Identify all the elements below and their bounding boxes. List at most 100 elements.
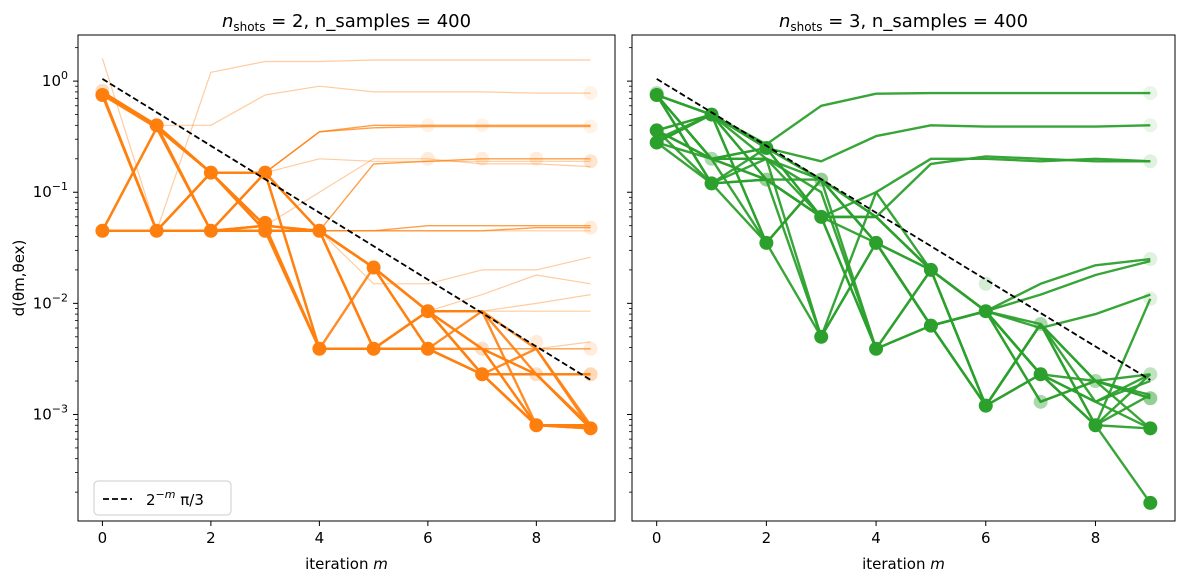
data-point-marker — [759, 172, 774, 187]
data-point-marker — [420, 151, 435, 166]
right-x-axis-label-var: m — [930, 555, 945, 573]
data-point-marker — [203, 165, 218, 180]
series-line — [101, 94, 591, 428]
data-point-marker — [149, 118, 164, 133]
x-tick-label: 0 — [98, 529, 108, 547]
data-point-marker — [420, 341, 435, 356]
right-chart-title: nshots = 3, n_samples = 400 — [779, 11, 1028, 34]
data-point-marker — [1033, 394, 1048, 409]
data-point-marker — [366, 341, 381, 356]
data-point-marker — [978, 398, 993, 413]
data-point-marker — [814, 209, 829, 224]
right-ticks-group: 0 2 4 6 8 — [627, 47, 1100, 547]
data-point-marker — [583, 367, 598, 382]
legend-label-base: 2 — [146, 491, 156, 509]
legend-box — [93, 480, 232, 516]
data-point-marker — [759, 235, 774, 250]
data-point-marker — [704, 107, 719, 122]
left-axes-frame — [77, 34, 616, 522]
data-point-marker — [869, 341, 884, 356]
data-point-marker — [258, 215, 273, 230]
y-tick-label: 10−3 — [33, 402, 68, 423]
data-point-marker — [704, 151, 719, 166]
left-x-axis-label: iteration m — [305, 555, 388, 573]
x-tick-label: 4 — [871, 529, 881, 547]
data-point-marker — [1143, 495, 1158, 510]
data-point-marker — [203, 223, 218, 238]
left-series-group — [101, 58, 592, 430]
data-point-marker — [529, 418, 544, 433]
series-line — [102, 85, 591, 126]
data-point-marker — [1143, 86, 1158, 101]
data-point-marker — [312, 341, 327, 356]
right-series-group — [655, 91, 1152, 504]
series-line — [101, 92, 592, 426]
data-point-marker — [1143, 421, 1158, 436]
data-point-marker — [475, 151, 490, 166]
left-title-var: n — [222, 11, 233, 32]
data-point-marker — [583, 341, 598, 356]
series-line — [655, 94, 1151, 403]
left-chart-title: nshots = 2, n_samples = 400 — [222, 11, 471, 34]
data-point-marker — [1143, 252, 1158, 267]
data-point-marker — [923, 318, 938, 333]
right-x-axis-label: iteration m — [862, 555, 945, 573]
reference-line — [656, 78, 1151, 381]
y-axis-label: d(θm,θex) — [10, 240, 28, 317]
data-point-marker — [258, 165, 273, 180]
legend-label-rest: π/3 — [175, 491, 203, 509]
series-line — [656, 91, 1151, 146]
data-point-marker — [420, 304, 435, 319]
y-tick-label: 10−1 — [33, 180, 68, 201]
data-point-marker — [759, 141, 774, 156]
data-point-marker — [923, 262, 938, 277]
data-point-marker — [529, 367, 544, 382]
data-point-marker — [475, 118, 490, 133]
reference-line — [101, 78, 592, 381]
data-point-marker — [1143, 154, 1158, 169]
left-x-axis-label-var: m — [373, 555, 388, 573]
right-title-sub: shots — [790, 20, 822, 34]
data-point-marker — [1143, 291, 1158, 306]
data-point-marker — [649, 135, 664, 150]
data-point-marker — [1143, 367, 1158, 382]
left-markers-group — [95, 83, 598, 436]
series-line — [656, 113, 1151, 427]
series-line — [102, 229, 591, 430]
data-point-marker — [366, 260, 381, 275]
data-point-marker — [1143, 391, 1158, 406]
data-point-marker — [704, 176, 719, 191]
right-x-axis-label-main: iteration — [862, 555, 930, 573]
data-point-marker — [149, 223, 164, 238]
data-point-marker — [869, 235, 884, 250]
legend: 2−m π/3 — [93, 480, 232, 516]
data-point-marker — [1033, 367, 1048, 382]
left-panel: 0 2 4 6 8 10−3 10−2 10−1 100 nshots = 2, n_sampl… — [10, 11, 616, 573]
x-tick-label: 6 — [423, 529, 433, 547]
x-tick-label: 0 — [652, 529, 662, 547]
series-line — [656, 113, 1151, 407]
data-point-marker — [583, 86, 598, 101]
data-point-marker — [312, 223, 327, 238]
series-line — [655, 94, 1151, 400]
data-point-marker — [475, 341, 490, 356]
data-point-marker — [583, 119, 598, 134]
right-title-var: n — [779, 11, 790, 32]
right-axes-frame — [631, 34, 1176, 522]
data-point-marker — [95, 87, 110, 102]
x-tick-label: 2 — [762, 529, 772, 547]
data-point-marker — [420, 118, 435, 133]
right-markers-group — [649, 86, 1158, 510]
data-point-marker — [583, 220, 598, 235]
data-point-marker — [475, 367, 490, 382]
data-point-marker — [529, 151, 544, 166]
data-point-marker — [978, 276, 993, 291]
data-point-marker — [649, 87, 664, 102]
y-tick-label: 10−2 — [33, 291, 68, 312]
left-title-sub: shots — [233, 20, 265, 34]
data-point-marker — [1143, 118, 1158, 133]
left-x-axis-label-main: iteration — [305, 555, 373, 573]
left-ticks-group: 0 2 4 6 8 10−3 10−2 10−1 100 — [33, 47, 541, 547]
data-point-marker — [95, 83, 110, 98]
